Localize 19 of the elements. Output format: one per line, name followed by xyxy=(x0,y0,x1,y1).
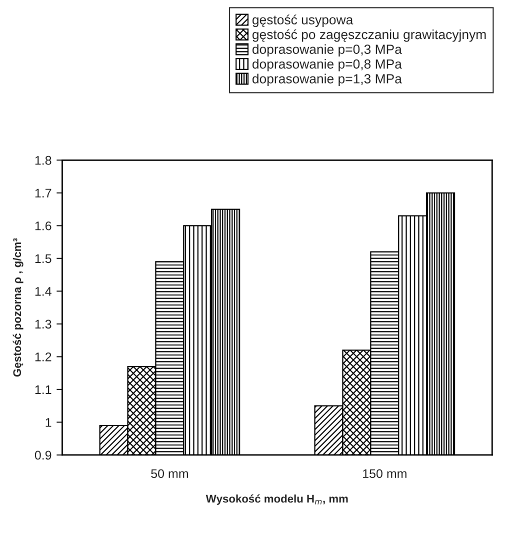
y-tick-label: 0.9 xyxy=(34,450,52,460)
y-tick-label: 1.1 xyxy=(35,385,52,394)
legend-label: doprasowanie p=0,3 MPa xyxy=(252,44,402,57)
x-axis-title: Wysokość modelu H$_{m}$, mm xyxy=(206,494,348,505)
y-tick-label: 1 xyxy=(46,418,52,427)
legend-label: doprasowanie p=1,3 MPa xyxy=(252,74,402,86)
y-tick-label: 1.4 xyxy=(35,287,52,296)
y-tick-label: 1.7 xyxy=(35,188,52,198)
legend-label: doprasowanie p=0,8 MPa xyxy=(252,59,402,72)
y-axis-title: Gęstość pozorna ρ , g/cm³ xyxy=(12,238,24,377)
x-tick-label: 50 mm xyxy=(151,469,188,478)
y-tick-label: 1.2 xyxy=(35,352,52,362)
y-tick-label: 1.8 xyxy=(35,156,52,165)
y-tick-label: 1.5 xyxy=(35,254,52,264)
x-tick-label: 150 mm xyxy=(363,469,406,478)
legend-label: gęstość po zagęszczaniu grawitacyjnym xyxy=(252,29,486,42)
legend-label: gęstość usypowa xyxy=(252,14,354,28)
y-tick-label: 1.3 xyxy=(35,320,52,329)
y-tick-label: 1.6 xyxy=(35,221,52,230)
